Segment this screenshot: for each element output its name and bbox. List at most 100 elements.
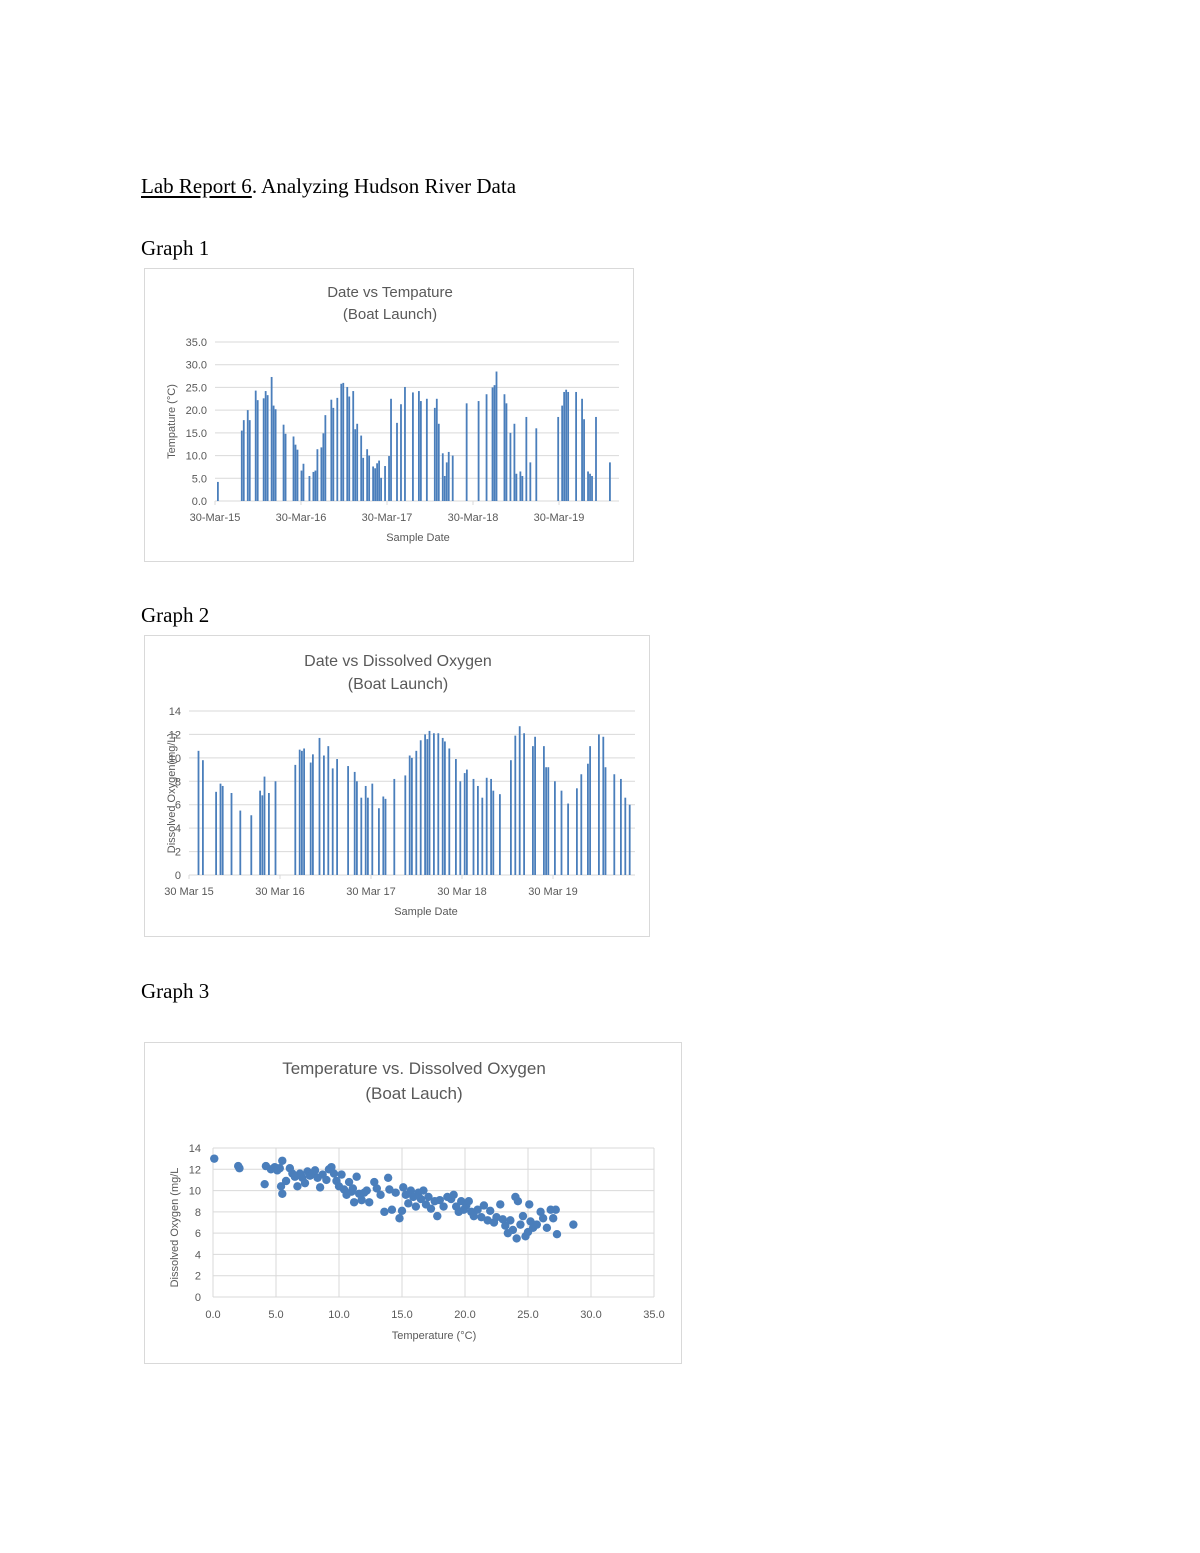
data-point xyxy=(416,1194,426,1204)
bar xyxy=(382,796,385,875)
x-tick-label: 30.0 xyxy=(580,1309,601,1321)
bar xyxy=(298,749,301,875)
x-tick-label: 30 Mar 19 xyxy=(528,886,578,898)
bar xyxy=(272,405,275,501)
bar xyxy=(274,409,277,501)
data-point xyxy=(349,1198,359,1207)
data-point xyxy=(526,1217,535,1226)
x-tick-label: 25.0 xyxy=(517,1309,538,1321)
y-tick-label: 8 xyxy=(195,1207,201,1219)
bar xyxy=(628,804,631,875)
data-point xyxy=(275,1164,284,1173)
bar xyxy=(443,476,446,501)
bar xyxy=(292,436,295,501)
bar xyxy=(354,429,357,501)
bar xyxy=(221,785,224,875)
bar xyxy=(364,785,367,875)
y-tick-label: 0 xyxy=(175,870,181,882)
x-tick-label: 30-Mar-18 xyxy=(448,512,499,524)
data-point xyxy=(479,1201,489,1210)
data-point xyxy=(449,1190,458,1200)
bar xyxy=(565,389,568,501)
chart-3-canvas: Temperature vs. Dissolved Oxygen (Boat La… xyxy=(169,1059,665,1342)
bar xyxy=(529,462,532,501)
data-point xyxy=(278,1156,287,1165)
bar xyxy=(340,383,343,501)
bar xyxy=(441,453,444,501)
data-point xyxy=(406,1186,416,1195)
bar xyxy=(523,733,525,875)
graph-2-label: Graph 2 xyxy=(141,603,210,627)
data-point xyxy=(372,1184,381,1193)
y-tick-label: 30.0 xyxy=(186,360,207,372)
bar xyxy=(240,430,243,501)
data-point xyxy=(404,1199,413,1208)
data-point xyxy=(464,1197,473,1206)
bar xyxy=(336,759,338,875)
bar xyxy=(509,432,512,501)
bar xyxy=(393,778,396,875)
data-point xyxy=(385,1185,394,1194)
bar xyxy=(294,444,297,501)
y-tick-label: 25.0 xyxy=(186,382,207,394)
bar xyxy=(248,420,251,501)
data-point xyxy=(365,1198,374,1207)
bar xyxy=(437,733,440,875)
data-point xyxy=(508,1225,518,1235)
y-tick-label: 10.0 xyxy=(186,451,207,463)
bar xyxy=(567,803,569,875)
bar xyxy=(485,777,488,875)
bar xyxy=(491,387,494,501)
bar xyxy=(447,451,450,501)
bar xyxy=(609,462,611,501)
bar xyxy=(441,737,444,875)
x-axis-label: Sample Date xyxy=(386,532,450,544)
bar xyxy=(347,766,349,875)
chart-subtitle: (Boat Lauch) xyxy=(365,1084,462,1103)
x-axis-label: Sample Date xyxy=(394,906,458,918)
bar xyxy=(518,726,521,875)
data-point xyxy=(310,1166,320,1175)
chart-title: Date vs Dissolved Oxygen xyxy=(304,653,492,670)
y-axis-label: Dissolved Oxygen(mg/L) xyxy=(166,733,178,853)
y-tick-label: 14 xyxy=(189,1143,201,1155)
data-point xyxy=(473,1205,482,1214)
bar xyxy=(384,798,387,875)
data-point xyxy=(337,1170,346,1179)
bar xyxy=(583,419,585,501)
bar xyxy=(261,795,264,875)
bar xyxy=(604,767,607,875)
y-tick-label: 10 xyxy=(189,1186,201,1198)
bar xyxy=(327,746,330,875)
data-point xyxy=(383,1173,393,1182)
bar xyxy=(342,382,345,501)
bar xyxy=(620,778,622,875)
bar xyxy=(428,730,431,875)
y-tick-label: 4 xyxy=(175,823,181,835)
bar xyxy=(485,394,488,501)
bar xyxy=(301,750,303,875)
bar xyxy=(424,734,426,875)
bar xyxy=(543,746,545,875)
bar xyxy=(433,733,435,875)
bar xyxy=(266,395,269,501)
bar xyxy=(591,476,593,501)
bar xyxy=(264,391,267,501)
y-tick-label: 15.0 xyxy=(186,428,207,440)
bar xyxy=(602,736,605,875)
bar xyxy=(390,398,392,501)
data-point xyxy=(552,1230,562,1239)
data-point xyxy=(496,1200,505,1209)
bar xyxy=(514,735,517,875)
bar xyxy=(312,471,315,501)
bar xyxy=(598,734,600,875)
bar xyxy=(274,781,277,875)
bar xyxy=(314,470,317,501)
data-point xyxy=(525,1200,534,1209)
bar xyxy=(378,808,380,875)
data-point xyxy=(483,1216,492,1225)
bar xyxy=(465,403,468,501)
data-point xyxy=(357,1195,366,1205)
bar xyxy=(419,401,422,501)
bar xyxy=(239,810,242,875)
